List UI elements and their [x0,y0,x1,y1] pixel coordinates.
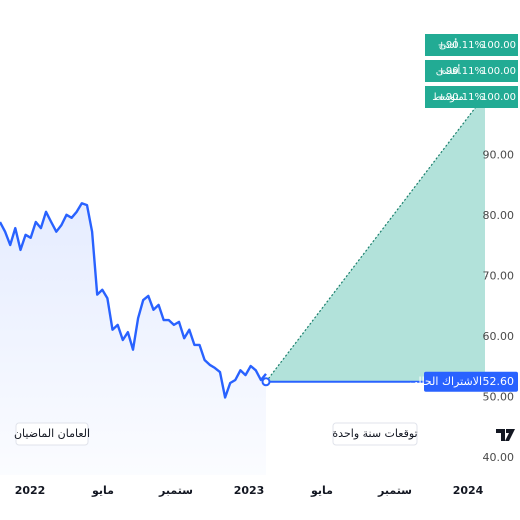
history-area [0,203,266,476]
y-tick-label: 60.00 [483,330,515,343]
y-tick-label: 50.00 [483,391,515,404]
forecast-row-bg [425,34,518,56]
x-tick-label: مايو [310,484,333,497]
annotation-box [332,422,418,446]
forecast-row-label: متوسط [432,92,463,103]
current-label: الاشتراك الحالي [409,375,482,388]
current-point [261,377,271,387]
forecast-row-label: أقصى [436,64,461,77]
forecast-row-target: 100.00 [481,40,516,51]
forecast-row-target: 100.00 [481,92,516,103]
annotation: توقعات سنة واحدة [332,427,417,440]
x-tick-label: 2022 [15,484,46,497]
annotation-box [15,422,89,446]
y-tick-label: 90.00 [483,149,515,162]
forecast-row-target: 100.00 [481,66,516,77]
x-tick-label: 2023 [234,484,265,497]
annotation: العامان الماضيان [14,427,90,440]
current-value: 52.60 [483,375,515,388]
y-tick-label: 40.00 [483,451,515,464]
forecast-row-change: +90.11% [437,40,484,51]
x-tick-label: ستمبر [377,484,412,497]
forecast-row-bg [425,60,518,82]
logo [496,429,515,441]
x-tick-label: مايو [91,484,114,497]
forecast-row-change: +90.11% [437,66,484,77]
history-line [0,202,267,399]
x-tick-label: 2024 [453,484,484,497]
y-tick-label: 70.00 [483,270,515,283]
x-tick-label: ستمبر [158,484,193,497]
forecast-row-bg [425,86,518,108]
forecast-row-label: أدنى [439,38,458,51]
current-label-bg [424,371,518,392]
forecast-line [265,94,486,383]
forecast-row-change: +90.11% [437,92,484,103]
y-tick-label: 80.00 [483,209,515,222]
